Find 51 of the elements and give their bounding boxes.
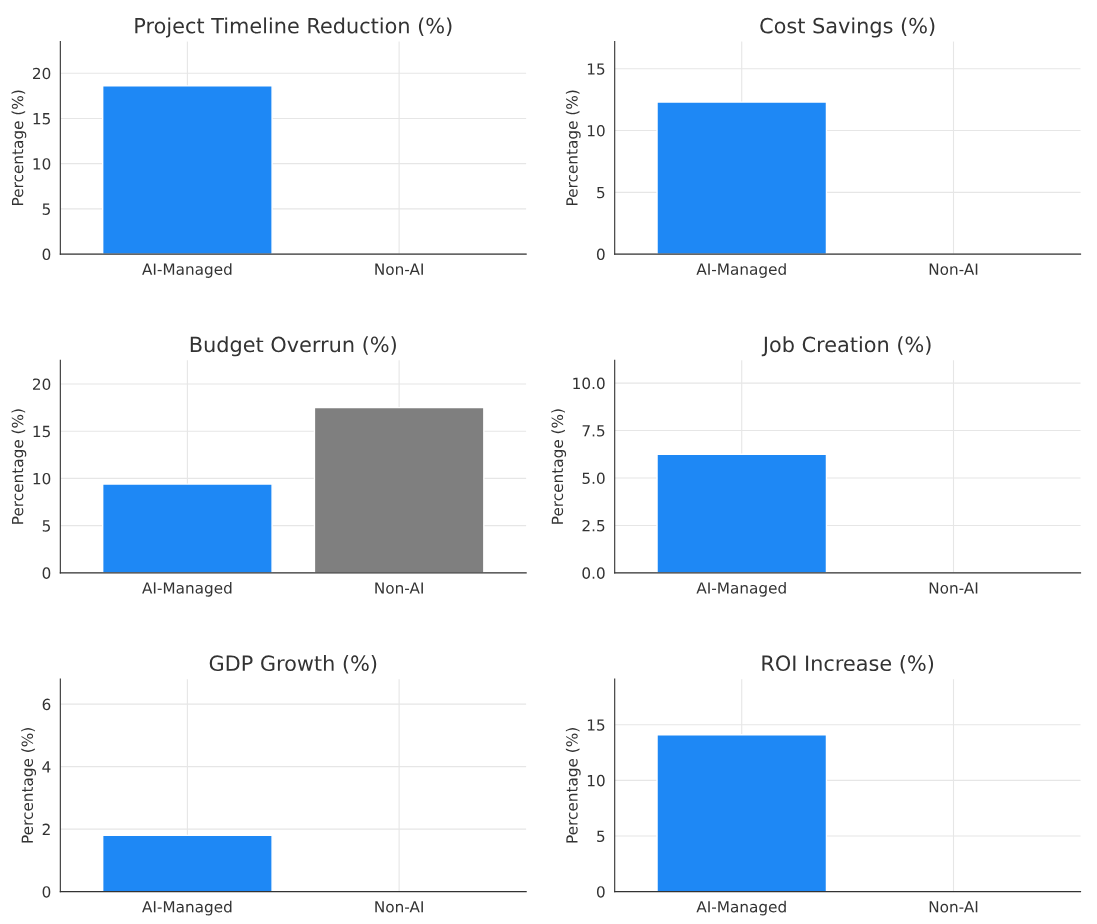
y-tick-label: 0 bbox=[596, 248, 605, 261]
chart-title: Budget Overrun (%) bbox=[190, 336, 396, 357]
y-tick-label: 10 bbox=[33, 158, 51, 170]
y-tick-label: 15 bbox=[587, 719, 605, 731]
chart-title: Cost Savings (%) bbox=[760, 17, 935, 38]
chart-title: GDP Growth (%) bbox=[209, 654, 377, 674]
y-axis-title: Percentage (%) bbox=[11, 409, 27, 524]
y-axis-title: Percentage (%) bbox=[565, 90, 581, 205]
y-tick-label: 10.0 bbox=[573, 377, 605, 390]
y-tick-label: 4 bbox=[42, 761, 51, 773]
y-tick-label: 0 bbox=[42, 248, 51, 261]
y-tick-label: 10 bbox=[587, 125, 605, 137]
y-tick-label: 15 bbox=[33, 425, 50, 438]
y-tick-label: 20 bbox=[32, 67, 51, 80]
y-tick-label: 10 bbox=[33, 472, 51, 485]
y-tick-label: 0 bbox=[42, 567, 51, 579]
x-tick-label: Non-AI bbox=[929, 901, 978, 913]
y-axis-title: Percentage (%) bbox=[565, 728, 581, 843]
y-axis-title: Percentage (%) bbox=[11, 90, 27, 205]
x-tick-label: AI-Managed bbox=[142, 263, 232, 278]
y-tick-label: 5 bbox=[42, 520, 50, 532]
y-tick-label: 10 bbox=[587, 774, 605, 787]
chart-title: ROI Increase (%) bbox=[762, 655, 934, 674]
x-tick-label: Non-AI bbox=[375, 263, 423, 275]
y-axis-title: Percentage (%) bbox=[21, 728, 37, 843]
x-tick-label: AI-Managed bbox=[142, 581, 232, 597]
y-tick-label: 5 bbox=[42, 203, 50, 215]
y-tick-label: 5 bbox=[597, 830, 605, 843]
x-tick-label: Non-AI bbox=[929, 582, 978, 594]
x-tick-label: Non-AI bbox=[375, 582, 423, 594]
x-tick-label: AI-Managed bbox=[696, 581, 786, 597]
y-tick-label: 0 bbox=[42, 886, 51, 898]
y-tick-label: 0 bbox=[596, 886, 605, 898]
x-tick-label: Non-AI bbox=[929, 263, 978, 275]
y-tick-label: 2 bbox=[42, 823, 50, 835]
chart-title: Job Creation (%) bbox=[761, 336, 931, 357]
x-tick-label: AI-Managed bbox=[696, 900, 786, 916]
y-tick-label: 0.0 bbox=[582, 567, 605, 579]
x-tick-label: AI-Managed bbox=[142, 900, 232, 916]
x-tick-label: AI-Managed bbox=[696, 263, 786, 278]
y-tick-label: 6 bbox=[42, 698, 51, 711]
y-tick-label: 5 bbox=[597, 186, 605, 199]
y-tick-label: 2.5 bbox=[582, 519, 605, 532]
y-tick-label: 5.0 bbox=[582, 472, 605, 485]
y-tick-label: 7.5 bbox=[582, 425, 605, 437]
y-tick-label: 15 bbox=[587, 63, 605, 75]
y-axis-title: Percentage (%) bbox=[551, 409, 567, 524]
x-tick-label: Non-AI bbox=[375, 901, 423, 913]
y-tick-label: 15 bbox=[33, 113, 50, 125]
chart-title: Project Timeline Reduction (%) bbox=[135, 17, 452, 38]
y-tick-label: 20 bbox=[32, 378, 51, 390]
